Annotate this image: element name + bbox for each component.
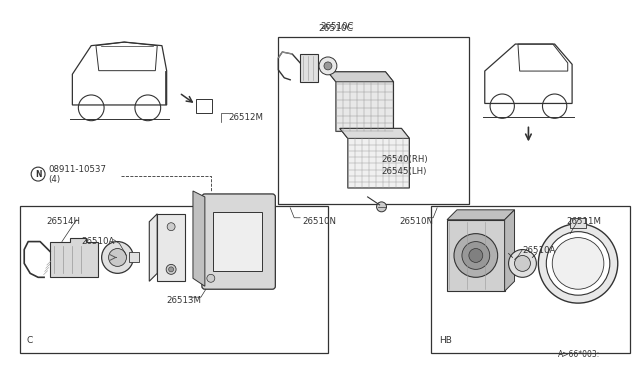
- Bar: [278, 37, 469, 204]
- Text: 26510C: 26510C: [320, 22, 353, 31]
- Text: A>66*003:: A>66*003:: [558, 350, 600, 359]
- Text: 26510N: 26510N: [399, 217, 433, 226]
- Text: HB: HB: [439, 336, 452, 345]
- Text: C: C: [26, 336, 33, 345]
- Circle shape: [109, 248, 127, 266]
- Text: 26510A: 26510A: [522, 247, 556, 256]
- Polygon shape: [328, 72, 394, 131]
- Bar: [300, 54, 318, 82]
- Circle shape: [515, 256, 531, 271]
- Text: 26512M: 26512M: [228, 113, 264, 122]
- Bar: [447, 220, 504, 291]
- Circle shape: [324, 62, 332, 70]
- Text: 26514H: 26514H: [46, 217, 80, 226]
- Text: 08911-10537: 08911-10537: [48, 165, 106, 174]
- Circle shape: [376, 202, 387, 212]
- Text: 26510C: 26510C: [318, 24, 353, 33]
- Polygon shape: [340, 128, 410, 188]
- Circle shape: [167, 223, 175, 231]
- Circle shape: [319, 57, 337, 75]
- Circle shape: [538, 224, 618, 303]
- Text: 26510N: 26510N: [302, 217, 336, 226]
- Circle shape: [509, 250, 536, 277]
- Text: (4): (4): [48, 175, 60, 184]
- FancyBboxPatch shape: [202, 194, 275, 289]
- Polygon shape: [193, 191, 205, 286]
- Circle shape: [552, 238, 604, 289]
- Text: 26540(RH): 26540(RH): [381, 155, 428, 164]
- Polygon shape: [149, 214, 157, 281]
- Circle shape: [168, 267, 173, 272]
- Bar: [196, 99, 212, 113]
- Circle shape: [454, 234, 498, 277]
- Text: 26545(LH): 26545(LH): [381, 167, 427, 176]
- Circle shape: [462, 241, 490, 269]
- Circle shape: [469, 248, 483, 262]
- Text: 26513M: 26513M: [166, 296, 201, 305]
- Polygon shape: [328, 72, 394, 82]
- Circle shape: [102, 241, 133, 273]
- Circle shape: [547, 232, 610, 295]
- Circle shape: [166, 264, 176, 274]
- Polygon shape: [504, 210, 515, 291]
- Text: N: N: [35, 170, 42, 179]
- Bar: [570, 218, 586, 228]
- Circle shape: [207, 274, 215, 282]
- Polygon shape: [340, 128, 410, 138]
- Polygon shape: [50, 238, 98, 277]
- Bar: [213, 212, 262, 271]
- Circle shape: [31, 167, 45, 181]
- Bar: [129, 253, 140, 262]
- Bar: [20, 206, 328, 353]
- Text: 26511M: 26511M: [566, 217, 601, 226]
- Polygon shape: [447, 210, 515, 220]
- Bar: [157, 214, 185, 281]
- Bar: [431, 206, 630, 353]
- Text: 26510A: 26510A: [82, 237, 115, 246]
